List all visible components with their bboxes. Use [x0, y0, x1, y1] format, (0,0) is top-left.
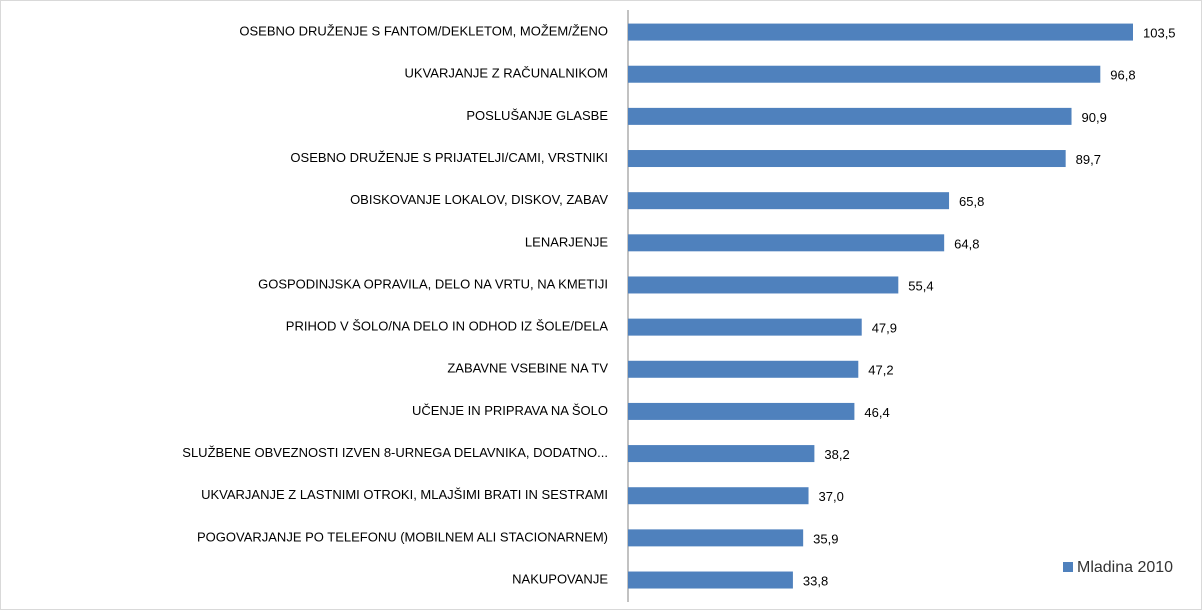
bar	[628, 150, 1066, 168]
data-label: 33,8	[803, 573, 828, 588]
data-label: 65,8	[959, 194, 984, 209]
data-label: 96,8	[1110, 68, 1135, 83]
data-label: 90,9	[1082, 110, 1107, 125]
bar	[628, 487, 809, 505]
category-label: NAKUPOVANJE	[512, 571, 608, 586]
bar	[628, 360, 859, 378]
category-label: UČENJE IN PRIPRAVA NA ŠOLO	[412, 403, 608, 418]
category-label: POGOVARJANJE PO TELEFONU (MOBILNEM ALI S…	[197, 529, 608, 544]
category-label: UKVARJANJE Z RAČUNALNIKOM	[405, 66, 608, 81]
legend-swatch	[1063, 562, 1073, 572]
data-label: 38,2	[824, 447, 849, 462]
bar	[628, 529, 804, 547]
bar	[628, 571, 793, 589]
data-label: 37,0	[819, 489, 844, 504]
bar	[628, 445, 815, 463]
data-label: 55,4	[908, 278, 933, 293]
category-label: LENARJENJE	[525, 234, 608, 249]
data-label: 47,9	[872, 321, 897, 336]
data-label: 103,5	[1143, 26, 1176, 41]
category-label: UKVARJANJE Z LASTNIMI OTROKI, MLAJŠIMI B…	[201, 487, 608, 502]
category-label: GOSPODINJSKA OPRAVILA, DELO NA VRTU, NA …	[258, 276, 608, 291]
bar	[628, 107, 1072, 125]
category-label: OBISKOVANJE LOKALOV, DISKOV, ZABAV	[350, 192, 608, 207]
bar	[628, 23, 1133, 41]
data-label: 46,4	[864, 405, 889, 420]
category-label: OSEBNO DRUŽENJE S PRIJATELJI/CAMI, VRSTN…	[290, 150, 608, 165]
category-label: ZABAVNE VSEBINE NA TV	[447, 361, 608, 376]
category-label: SLUŽBENE OBVEZNOSTI IZVEN 8-URNEGA DELAV…	[182, 445, 608, 460]
category-label: PRIHOD V ŠOLO/NA DELO IN ODHOD IZ ŠOLE/D…	[286, 319, 609, 334]
data-label: 47,2	[868, 363, 893, 378]
bar	[628, 192, 950, 210]
data-label: 89,7	[1076, 152, 1101, 167]
data-label: 64,8	[954, 236, 979, 251]
legend-text: Mladina 2010	[1077, 559, 1173, 576]
category-label: POSLUŠANJE GLASBE	[466, 108, 608, 123]
bar	[628, 234, 945, 252]
bar	[628, 402, 855, 420]
bar	[628, 65, 1101, 83]
bar	[628, 318, 862, 336]
data-label: 35,9	[813, 531, 838, 546]
category-label: OSEBNO DRUŽENJE S FANTOM/DEKLETOM, MOŽEM…	[239, 24, 608, 39]
bar	[628, 276, 899, 294]
